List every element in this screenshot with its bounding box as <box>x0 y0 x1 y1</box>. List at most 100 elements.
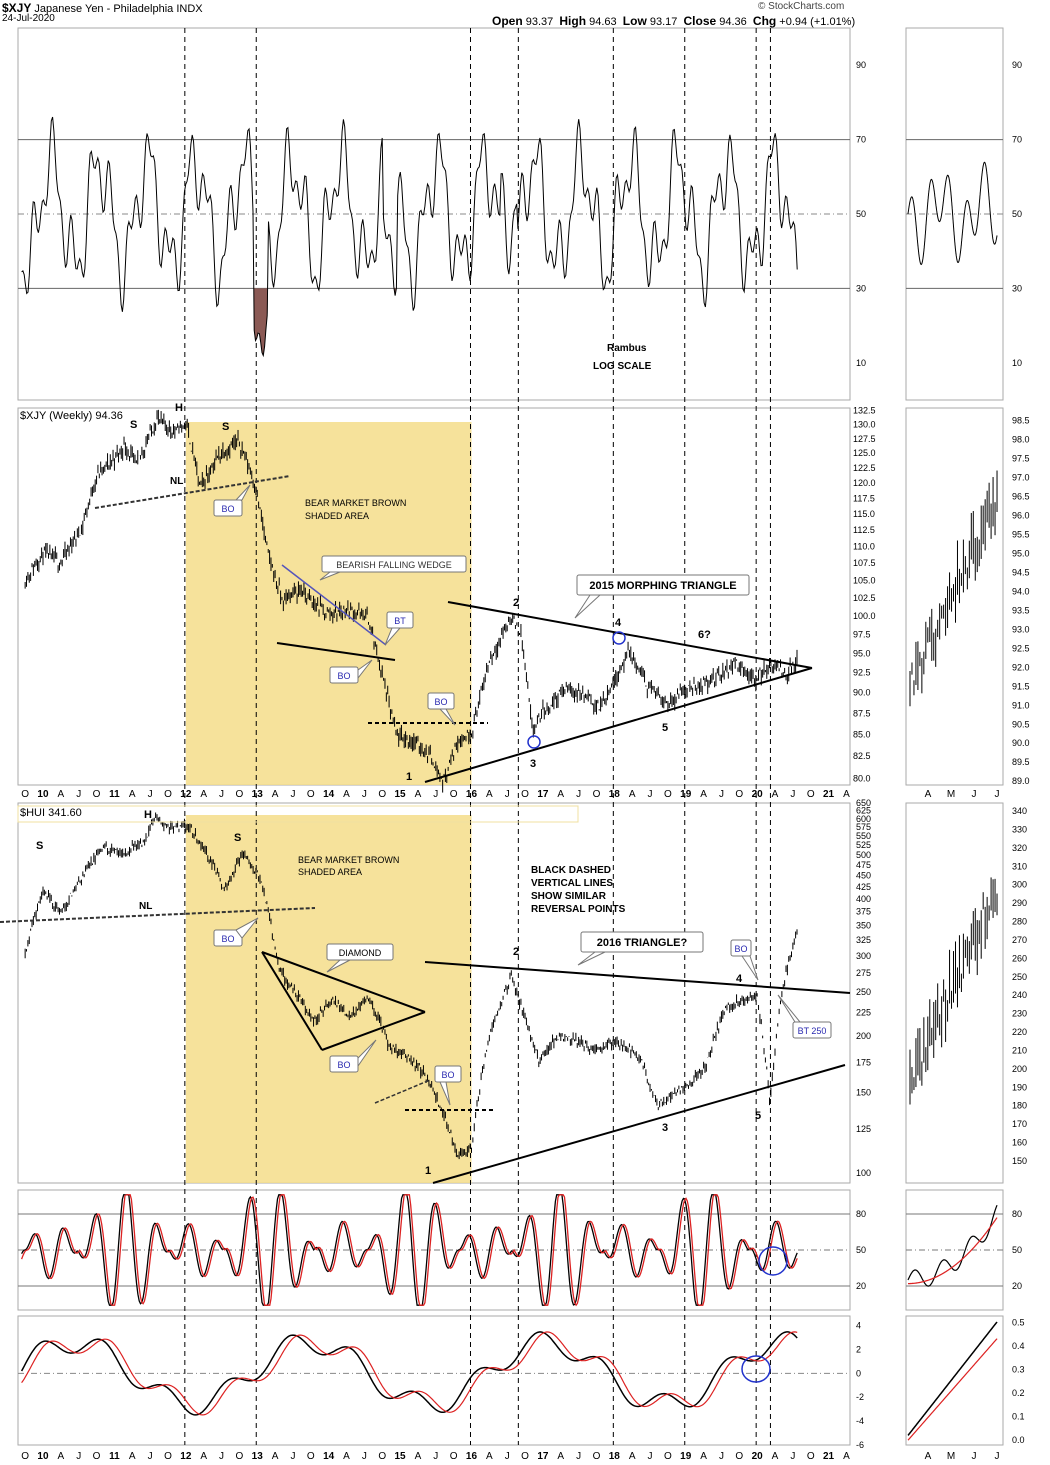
hui-tick-label: 500 <box>856 850 871 860</box>
rsi-tick-label: 70 <box>856 135 866 145</box>
hui-overlay-tick: 320 <box>1012 843 1027 853</box>
rsi-oversold-fill <box>253 288 268 356</box>
rsi-line <box>21 116 798 358</box>
x-axis-label-bottom: 19 <box>680 1451 692 1462</box>
chart-header: $XJY Japanese Yen - Philadelphia INDX <box>2 1 203 15</box>
x-axis-label-bottom: A <box>629 1451 636 1462</box>
xjy-tick-label: 97.5 <box>853 629 871 639</box>
callout-diamond: DIAMOND <box>326 943 394 973</box>
x-axis-label-bottom: 10 <box>37 1451 49 1462</box>
stoch-tick-label: 20 <box>856 1281 866 1291</box>
macd-signal-line <box>21 1331 798 1416</box>
x-axis-label: A <box>700 789 707 800</box>
macd-overlay-signal <box>907 1338 998 1441</box>
x-axis-label-bottom: A <box>343 1451 350 1462</box>
x-axis-label-bottom: A <box>129 1451 136 1462</box>
callout-2016-triangle-text: 2016 TRIANGLE? <box>597 937 688 949</box>
callout-wedge-box <box>321 555 467 573</box>
stoch-d-line <box>20 1194 798 1307</box>
hui-tick-label: 325 <box>856 935 871 945</box>
marker-circle <box>527 735 541 749</box>
x-axis-label: A <box>415 789 422 800</box>
rsi-tick-label: 90 <box>856 60 866 70</box>
x-axis-label: O <box>235 789 243 800</box>
x-axis-label-bottom: O <box>593 1451 601 1462</box>
x-axis-label-bottom: 15 <box>395 1451 407 1462</box>
hui-tick-label: 300 <box>856 951 871 961</box>
macd-overlay-tick: 0.0 <box>1012 1435 1025 1445</box>
callout-morphing-triangle: 2015 MORPHING TRIANGLE <box>574 574 750 619</box>
hui-overlay-tick: 210 <box>1012 1045 1027 1055</box>
macd-circle <box>741 1355 771 1383</box>
x-axis-label: 12 <box>180 789 192 800</box>
triangle-lower-line <box>424 667 813 783</box>
rsi-overlay-tick: 30 <box>1012 283 1022 293</box>
hui-overlay-tick: 220 <box>1012 1027 1027 1037</box>
x-axis-label: O <box>593 789 601 800</box>
label-head: H <box>144 809 152 821</box>
hui-tick-label: 150 <box>856 1088 871 1098</box>
hui-overlay-tick: 280 <box>1012 917 1027 927</box>
callout-bo-4-text: BO <box>734 944 747 954</box>
callout-diamond-box <box>326 943 394 961</box>
label-point-5: 5 <box>755 1110 761 1122</box>
stoch-overlay-tick: 80 <box>1012 1209 1022 1219</box>
marker-circle <box>612 631 626 645</box>
hui-price-bars <box>24 812 798 1160</box>
x-axis-label: J <box>219 789 224 800</box>
xjy-tick-label: 80.0 <box>853 774 871 784</box>
x-axis-label-bottom: J <box>148 1451 153 1462</box>
x-axis-label-bottom: O <box>664 1451 672 1462</box>
x-axis-label: 14 <box>323 789 335 800</box>
callout-diamond-text: DIAMOND <box>339 948 382 958</box>
hui-overlay-tick: 300 <box>1012 880 1027 890</box>
label-neckline: NL <box>139 901 152 912</box>
hui-tick-label: 475 <box>856 860 871 870</box>
overlay-x-label-bottom: J <box>995 1451 1000 1462</box>
label-point-5: 5 <box>662 722 668 734</box>
xjy-tick-label: 85.0 <box>853 729 871 739</box>
hui-overlay-bars <box>909 877 998 1105</box>
hui-tick-label: 125 <box>856 1124 871 1134</box>
ohlc-readout: Open 93.37 High 94.63 Low 93.17 Close 94… <box>492 14 856 28</box>
xjy-overlay-tick: 95.0 <box>1012 548 1030 558</box>
macd-overlay-tick: 0.4 <box>1012 1341 1025 1351</box>
x-axis-label-bottom: J <box>576 1451 581 1462</box>
x-axis-label: O <box>164 789 172 800</box>
x-axis-label-bottom: O <box>164 1451 172 1462</box>
callout-bt-tail <box>384 627 402 646</box>
x-axis-label: O <box>378 789 386 800</box>
x-axis-label-bottom: J <box>76 1451 81 1462</box>
hui-overlay-tick: 170 <box>1012 1119 1027 1129</box>
x-axis-label: J <box>576 789 581 800</box>
xjy-overlay-tick: 92.0 <box>1012 662 1030 672</box>
xjy-overlay-tick: 94.5 <box>1012 567 1030 577</box>
rsi-tick-label: 10 <box>856 358 866 368</box>
hui-tick-label: 625 <box>856 806 871 816</box>
callout-wedge-tail <box>319 571 341 581</box>
hui-overlay-tick: 270 <box>1012 935 1027 945</box>
label-head: H <box>175 402 183 414</box>
wedge-lower-line <box>276 642 396 661</box>
label-neckline: NL <box>170 476 183 487</box>
label-shaded-area: SHADED AREA <box>305 511 369 521</box>
xjy-overlay-tick: 95.5 <box>1012 529 1030 539</box>
xjy-overlay-tick: 96.5 <box>1012 492 1030 502</box>
callout-bo: BO <box>213 484 251 517</box>
hui-legend: $HUI 341.60 <box>20 807 82 819</box>
callout-bo-tail <box>234 484 251 501</box>
rsi-tick-label: 30 <box>856 283 866 293</box>
callout-bo-2: BO <box>329 659 373 684</box>
triangle-upper-line <box>424 961 851 994</box>
callout-bt-250-box <box>792 1021 832 1039</box>
xjy-tick-label: 127.5 <box>853 434 876 444</box>
hui-overlay-tick: 340 <box>1012 806 1027 816</box>
macd-overlay-tick: 0.5 <box>1012 1318 1025 1328</box>
hui-tick-label: 175 <box>856 1057 871 1067</box>
diamond-lower-line <box>321 1011 426 1051</box>
hui-tick-label: 600 <box>856 814 871 824</box>
x-axis-label: A <box>629 789 636 800</box>
macd-tick-label: -4 <box>856 1416 864 1426</box>
hui-tick-label: 525 <box>856 840 871 850</box>
overlay-x-label: M <box>947 789 955 800</box>
